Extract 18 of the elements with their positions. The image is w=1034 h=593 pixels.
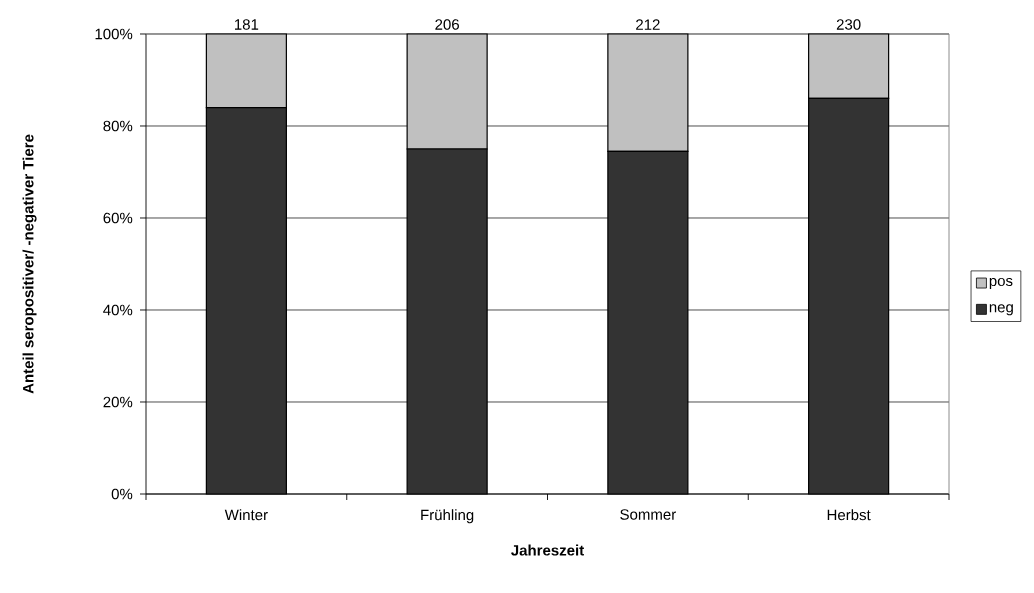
legend-label: pos xyxy=(989,277,1013,290)
annotation: 230 xyxy=(836,19,861,30)
y-tick-label: 20% xyxy=(103,396,133,408)
y-tick-label: 80% xyxy=(103,120,133,132)
annotation: 206 xyxy=(435,19,459,30)
y-tick-label: 0% xyxy=(111,488,133,500)
y-tick-label: 40% xyxy=(103,304,133,316)
x-tick-label: Frühling xyxy=(421,509,474,524)
y-tick-label: 60% xyxy=(103,212,133,224)
legend-label: neg xyxy=(989,304,1013,316)
x-tick-label: Herbst xyxy=(827,509,871,521)
y-axis-title: Anteil seropositiver/ -negativer Tiere xyxy=(22,134,37,394)
y-tick-label: 100% xyxy=(95,28,133,40)
x-tick-label: Sommer xyxy=(620,509,676,520)
annotation: 212 xyxy=(636,19,660,30)
x-tick-label: Winter xyxy=(224,509,268,521)
x-axis-title: Jahreszeit xyxy=(511,544,584,556)
annotation: 181 xyxy=(235,19,259,30)
